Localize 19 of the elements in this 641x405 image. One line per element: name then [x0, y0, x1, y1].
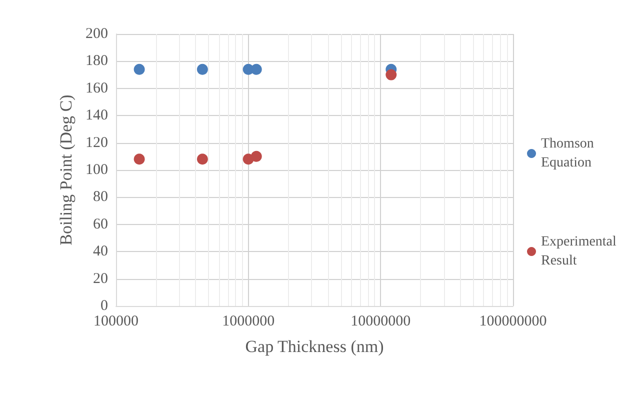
y-tick-label: 40	[93, 244, 108, 260]
x-tick-label: 100000000	[479, 314, 547, 330]
y-tick-label: 0	[100, 298, 108, 314]
y-tick-label: 160	[86, 80, 108, 96]
y-tick-label: 140	[86, 108, 108, 124]
y-tick-label: 60	[93, 216, 108, 232]
y-tick-label: 180	[86, 53, 108, 70]
y-tick-label: 80	[93, 189, 108, 206]
x-tick-label: 10000000	[350, 314, 411, 330]
x-tick-label: 100000	[94, 314, 138, 330]
y-tick-label: 120	[86, 134, 108, 151]
legend-label: Experimental Result	[541, 234, 620, 268]
legend-label: Thomson Equation	[541, 136, 598, 170]
y-tick-label: 100	[86, 162, 108, 178]
x-axis-title: Gap Thickness (nm)	[245, 337, 384, 356]
x-tick-label: 1000000	[222, 314, 275, 330]
y-tick-label: 200	[86, 26, 108, 42]
y-axis-title: Boiling Point (Deg C)	[56, 94, 76, 246]
y-tick-label: 20	[93, 270, 108, 287]
